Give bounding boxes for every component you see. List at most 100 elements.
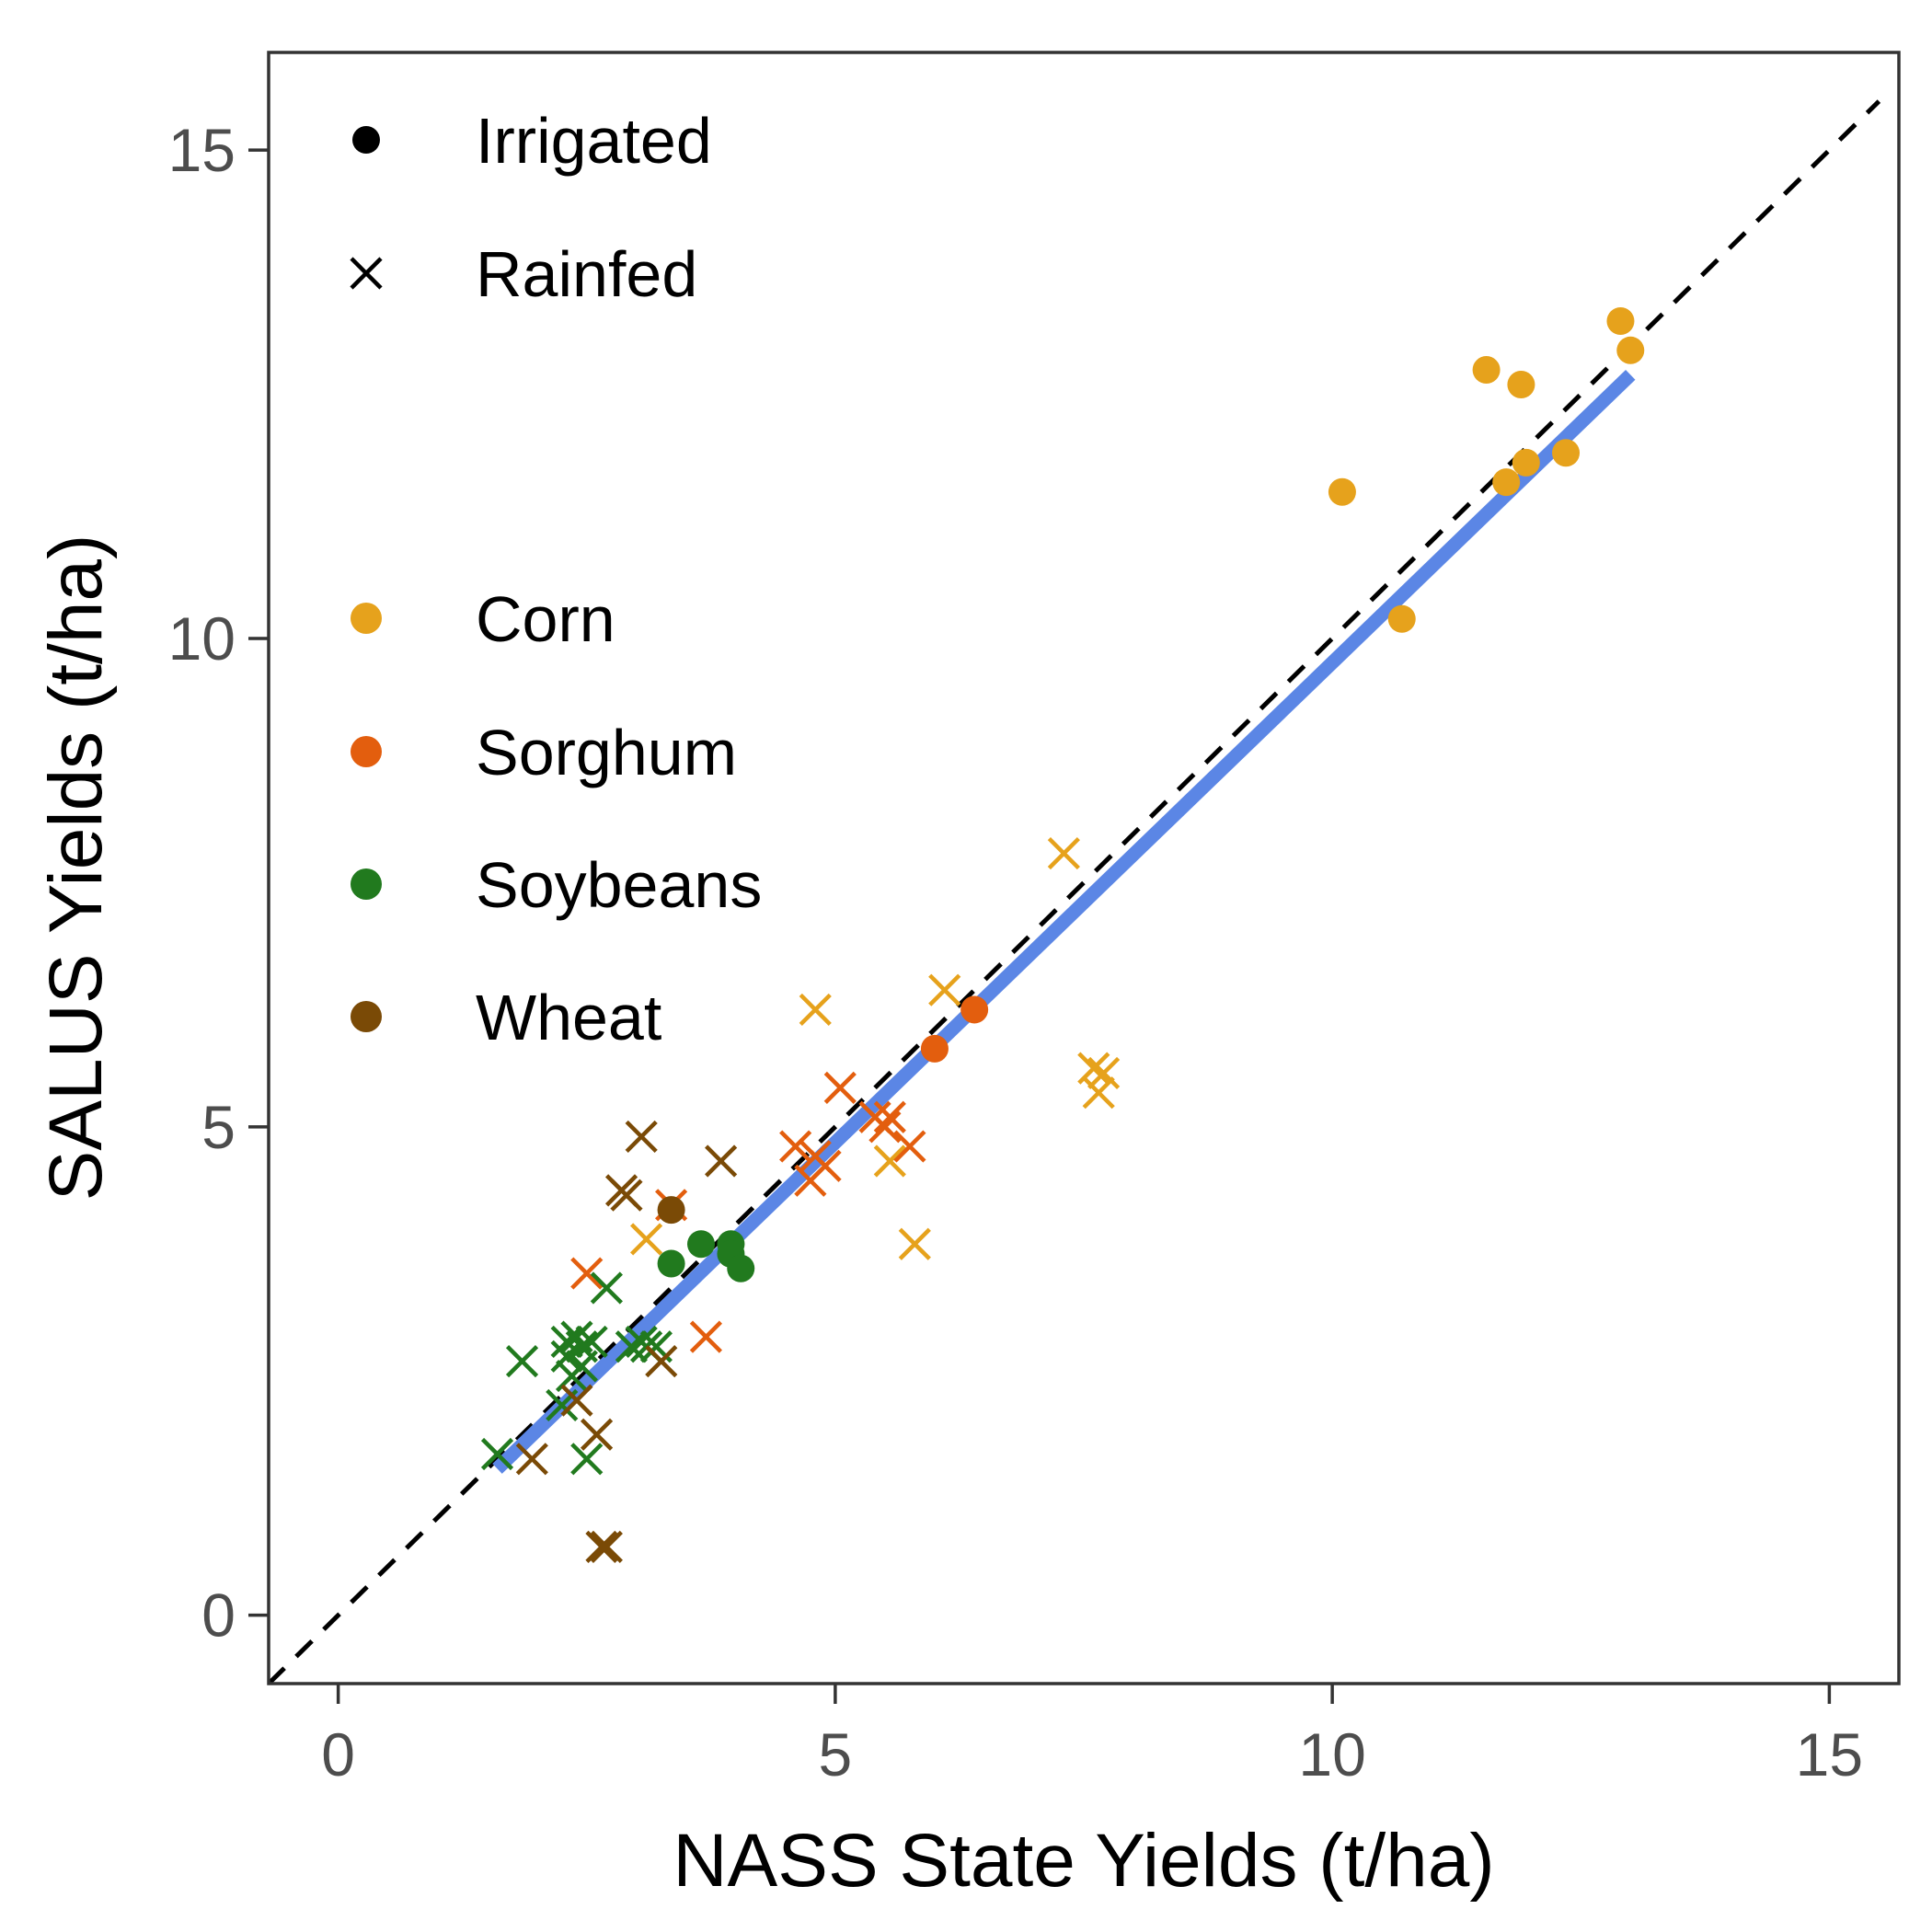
point-wheat-rainfed	[515, 1443, 548, 1476]
legend-color-dot-icon	[351, 1001, 382, 1032]
x-stroke	[893, 1130, 926, 1163]
point-soybeans-rainfed	[615, 1330, 648, 1363]
identity-line-layer	[269, 99, 1881, 1684]
legend-label: Soybeans	[476, 849, 762, 921]
point-wheat-rainfed	[585, 1530, 618, 1563]
legend-item-corn: Corn	[351, 583, 615, 655]
axis-ticks-layer: 0 5 10 15 0 5 10 15	[168, 116, 1863, 1788]
x-stroke	[570, 1443, 604, 1476]
point-wheat-rainfed	[645, 1345, 678, 1378]
point-sorghum-rainfed	[689, 1320, 723, 1353]
x-stroke	[550, 1325, 583, 1359]
fit-line	[492, 369, 1636, 1474]
legend-label: Rainfed	[476, 238, 697, 310]
x-stroke	[585, 1530, 618, 1563]
point-soybeans-rainfed	[480, 1437, 514, 1471]
y-tick-label: 10	[168, 604, 236, 673]
legend-color-dot-icon	[351, 736, 382, 767]
point-corn-irrigated	[1492, 468, 1521, 497]
legend-item-sorghum: Sorghum	[351, 717, 737, 788]
plot-panel-border	[267, 51, 1901, 1685]
legend-circle-icon	[352, 126, 380, 154]
legend-item-rainfed: Rainfed	[350, 238, 697, 310]
x-stroke	[689, 1320, 723, 1353]
x-stroke	[610, 1179, 643, 1212]
x-stroke	[799, 993, 832, 1027]
point-wheat-rainfed	[625, 1120, 658, 1154]
point-wheat-rainfed	[590, 1530, 623, 1563]
x-stroke	[779, 1130, 812, 1163]
point-soybeans-rainfed	[575, 1325, 608, 1359]
y-axis-title: SALUS Yields (t/ha)	[34, 535, 118, 1202]
fit-line-layer	[492, 369, 1636, 1474]
x-tick-label: 5	[819, 1720, 853, 1788]
x-stroke	[639, 1330, 673, 1363]
x-stroke	[480, 1437, 514, 1471]
point-sorghum-rainfed	[823, 1071, 857, 1104]
x-stroke	[705, 1144, 738, 1178]
legend-x-icon	[350, 257, 383, 290]
x-stroke	[505, 1345, 539, 1378]
y-tick-label: 5	[201, 1093, 236, 1161]
point-corn-rainfed	[799, 993, 832, 1027]
x-stroke	[898, 1227, 931, 1260]
x-stroke	[873, 1100, 906, 1133]
point-sorghum-rainfed	[868, 1110, 902, 1144]
x-stroke	[1082, 1076, 1115, 1110]
legend-item-irrigated: Irrigated	[352, 105, 712, 177]
point-wheat-irrigated	[657, 1196, 685, 1225]
point-sorghum-irrigated	[960, 995, 989, 1024]
x-stroke	[629, 1223, 663, 1256]
x-stroke	[794, 1164, 827, 1197]
legend: Irrigated Rainfed Corn Sorghum Soybeans Wheat	[350, 105, 762, 1053]
x-stroke	[625, 1120, 658, 1154]
point-soybeans-rainfed	[505, 1345, 539, 1378]
point-corn-rainfed	[898, 1227, 931, 1260]
x-stroke	[1087, 1056, 1121, 1090]
point-corn-rainfed	[928, 973, 961, 1006]
y-tick-label: 15	[168, 116, 236, 184]
point-corn-irrigated	[1387, 604, 1416, 633]
legend-item-soybeans: Soybeans	[351, 849, 762, 921]
point-corn-irrigated	[1606, 306, 1635, 335]
x-stroke	[590, 1271, 623, 1305]
x-stroke	[575, 1325, 608, 1359]
point-wheat-rainfed	[610, 1179, 643, 1212]
x-stroke	[928, 973, 961, 1006]
data-points-layer	[480, 306, 1645, 1563]
legend-color-dot-icon	[351, 603, 382, 634]
point-corn-irrigated	[1472, 356, 1501, 385]
point-soybeans-rainfed	[570, 1443, 604, 1476]
point-sorghum-rainfed	[893, 1130, 926, 1163]
legend-label: Wheat	[476, 982, 661, 1053]
point-corn-irrigated	[1552, 439, 1581, 467]
x-axis-title: NASS State Yields (t/ha)	[673, 1819, 1494, 1903]
x-stroke	[560, 1384, 593, 1417]
point-sorghum-irrigated	[920, 1034, 949, 1063]
x-stroke	[515, 1443, 548, 1476]
point-corn-rainfed	[1087, 1056, 1121, 1090]
legend-label: Corn	[476, 583, 615, 655]
legend-color-dot-icon	[351, 868, 382, 900]
point-sorghum-rainfed	[570, 1257, 604, 1290]
point-corn-irrigated	[1507, 370, 1535, 398]
x-stroke	[580, 1418, 614, 1451]
point-wheat-rainfed	[560, 1384, 593, 1417]
x-stroke	[873, 1144, 906, 1178]
point-corn-rainfed	[1082, 1076, 1115, 1110]
point-corn-rainfed	[1047, 836, 1080, 870]
x-stroke	[615, 1330, 648, 1363]
x-tick-label: 10	[1298, 1720, 1365, 1788]
point-corn-irrigated	[1616, 336, 1645, 364]
point-corn-irrigated	[1328, 477, 1356, 506]
identity-line	[269, 99, 1881, 1684]
point-soybeans-irrigated	[727, 1254, 755, 1282]
x-tick-label: 0	[321, 1720, 355, 1788]
point-wheat-rainfed	[705, 1144, 738, 1178]
legend-item-wheat: Wheat	[351, 982, 661, 1053]
x-stroke	[570, 1257, 604, 1290]
point-wheat-rainfed	[580, 1418, 614, 1451]
x-stroke	[868, 1110, 902, 1144]
point-corn-rainfed	[629, 1223, 663, 1256]
point-soybeans-rainfed	[590, 1271, 623, 1305]
